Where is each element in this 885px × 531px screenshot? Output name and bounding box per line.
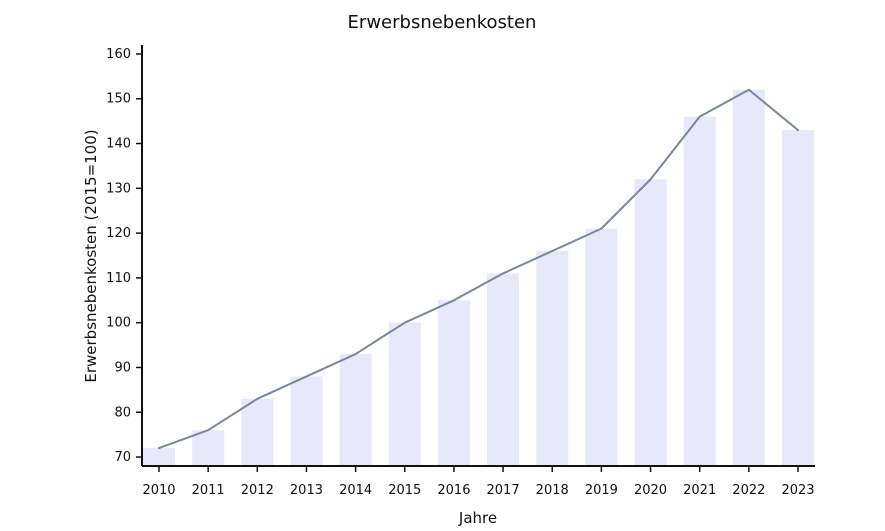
x-tick-label-2011: 2011 — [192, 483, 225, 498]
trend-line — [158, 88, 799, 450]
bar-2023 — [782, 130, 814, 466]
y-tick-label-140: 140 — [106, 137, 131, 152]
x-axis-label: Jahre — [458, 509, 497, 527]
y-tick-label-150: 150 — [106, 92, 131, 107]
x-tick-label-2023: 2023 — [781, 483, 814, 498]
chart-title: Erwerbsnebenkosten — [348, 12, 537, 33]
bar-2014 — [339, 354, 372, 466]
y-tick-label-120: 120 — [106, 226, 131, 241]
x-tick-label-2016: 2016 — [437, 483, 470, 498]
bars-layer — [143, 89, 814, 467]
bar-2013 — [290, 376, 323, 466]
bar-2022 — [732, 89, 765, 466]
y-tick-label-130: 130 — [106, 181, 131, 196]
x-tick-label-2012: 2012 — [241, 483, 274, 498]
bar-2010 — [143, 448, 175, 466]
y-tick-label-70: 70 — [114, 450, 131, 465]
x-tick-label-2015: 2015 — [388, 483, 421, 498]
x-tick-label-2021: 2021 — [683, 483, 716, 498]
x-tick-label-2019: 2019 — [585, 483, 618, 498]
bar-2020 — [634, 179, 667, 467]
line-layer — [158, 88, 799, 450]
bar-2021 — [683, 116, 716, 466]
bar-2019 — [585, 228, 618, 466]
y-tick-label-110: 110 — [106, 271, 131, 286]
x-tick-label-2022: 2022 — [732, 483, 765, 498]
bar-2018 — [536, 251, 569, 466]
bar-2012 — [241, 398, 274, 466]
x-tick-label-2010: 2010 — [142, 483, 175, 498]
y-tick-label-90: 90 — [114, 360, 131, 375]
y-tick-label-80: 80 — [114, 405, 131, 420]
y-tick-label-100: 100 — [106, 316, 131, 331]
x-tick-label-2018: 2018 — [536, 483, 569, 498]
bar-2017 — [487, 273, 520, 466]
bar-2015 — [388, 322, 421, 466]
bar-2011 — [192, 430, 225, 466]
x-tick-label-2017: 2017 — [487, 483, 520, 498]
y-tick-label-160: 160 — [106, 47, 131, 62]
x-tick-label-2013: 2013 — [290, 483, 323, 498]
ticks-layer: 70 80 90 100 110 120 130 140 150 160 2010 2011 2012 2… — [106, 47, 814, 498]
bar-2016 — [437, 300, 470, 466]
x-tick-label-2020: 2020 — [634, 483, 667, 498]
y-axis-label: Erwerbsnebenkosten (2015=100) — [82, 129, 100, 382]
x-tick-label-2014: 2014 — [339, 483, 372, 498]
axes-layer — [141, 45, 815, 467]
